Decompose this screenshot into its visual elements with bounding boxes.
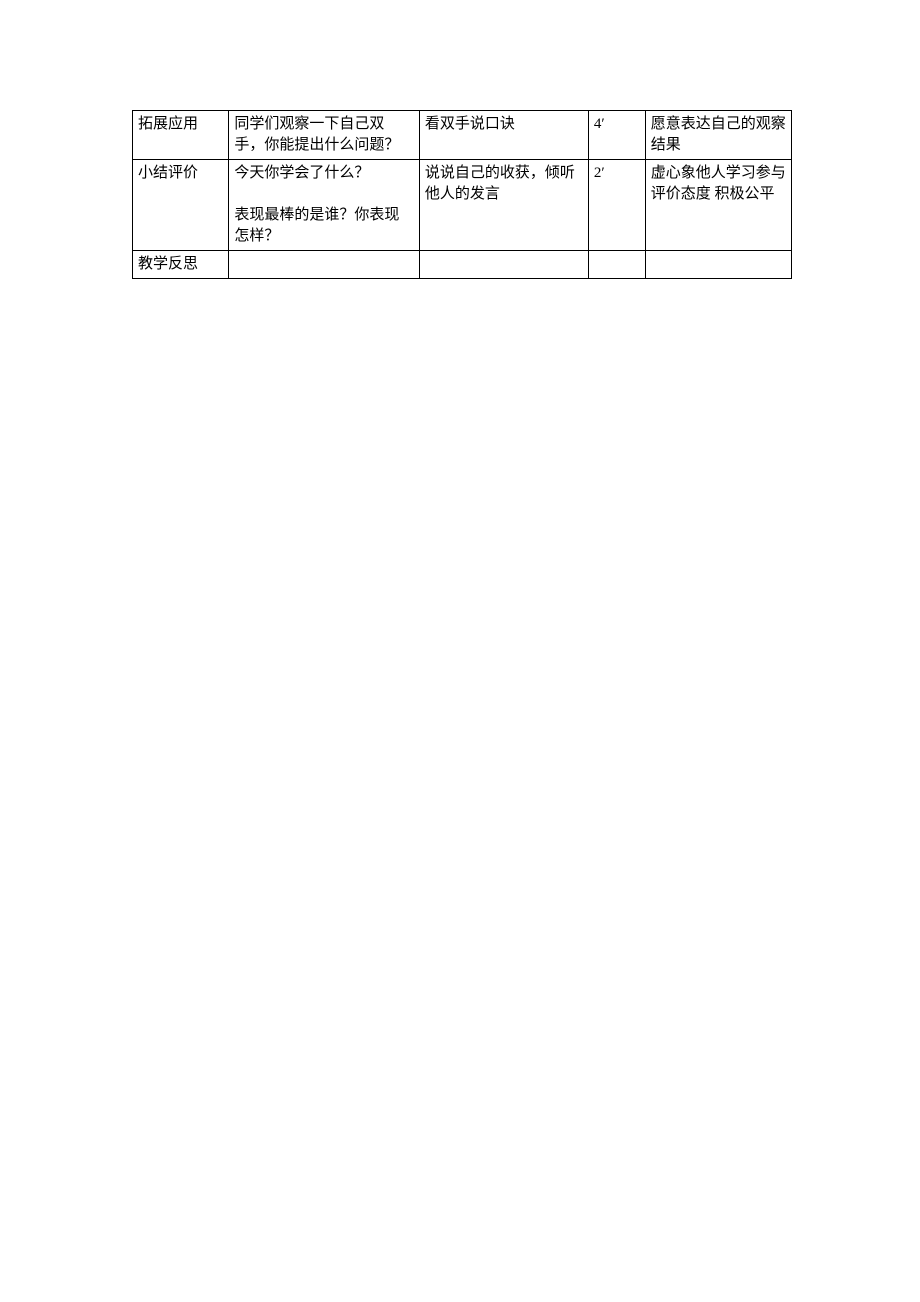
cell-time: 2′: [588, 160, 645, 251]
cell-teacher-activity: 今天你学会了什么？表现最棒的是谁？你表现怎样？: [229, 160, 419, 251]
cell-phase: 拓展应用: [133, 111, 229, 160]
lesson-plan-table: 拓展应用 同学们观察一下自己双手，你能提出什么问题？ 看双手说口诀 4′ 愿意表…: [132, 110, 792, 279]
cell-student-activity: 说说自己的收获，倾听他人的发言: [419, 160, 588, 251]
cell-goal: [645, 251, 791, 279]
cell-phase: 教学反思: [133, 251, 229, 279]
cell-student-activity: 看双手说口诀: [419, 111, 588, 160]
cell-goal: 虚心象他人学习参与评价态度 积极公平: [645, 160, 791, 251]
cell-student-activity: [419, 251, 588, 279]
cell-phase: 小结评价: [133, 160, 229, 251]
cell-teacher-activity: [229, 251, 419, 279]
table-row: 拓展应用 同学们观察一下自己双手，你能提出什么问题？ 看双手说口诀 4′ 愿意表…: [133, 111, 792, 160]
cell-teacher-activity: 同学们观察一下自己双手，你能提出什么问题？: [229, 111, 419, 160]
table-row: 小结评价 今天你学会了什么？表现最棒的是谁？你表现怎样？ 说说自己的收获，倾听他…: [133, 160, 792, 251]
cell-time: [588, 251, 645, 279]
cell-goal: 愿意表达自己的观察结果: [645, 111, 791, 160]
cell-time: 4′: [588, 111, 645, 160]
table-row: 教学反思: [133, 251, 792, 279]
document-table-container: 拓展应用 同学们观察一下自己双手，你能提出什么问题？ 看双手说口诀 4′ 愿意表…: [0, 0, 920, 279]
